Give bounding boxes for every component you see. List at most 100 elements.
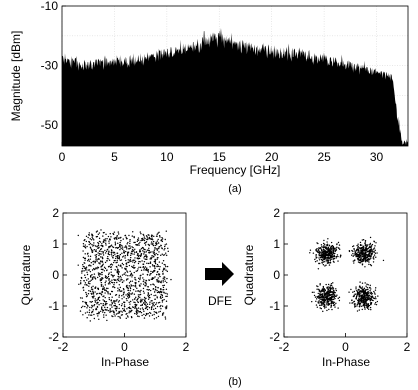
constellation-after-point — [330, 294, 332, 296]
constellation-after-point — [362, 260, 365, 262]
constellation-before-point — [109, 304, 111, 306]
constellation-after-point — [361, 308, 363, 311]
constellation-after-point — [376, 252, 378, 254]
constellation-after-point — [360, 305, 363, 307]
constellation-after-point — [322, 288, 325, 290]
constellation-before-point — [133, 267, 135, 269]
constellation-before-point — [130, 260, 132, 263]
constellation-before-point — [138, 315, 140, 318]
constellation-before-point — [157, 286, 159, 289]
constellation-before-point — [112, 257, 114, 259]
constellation-before-point — [148, 236, 151, 239]
constellation-before-point — [158, 274, 160, 276]
constellation-before-point — [88, 234, 90, 236]
constellation-after-point — [354, 251, 357, 253]
constellation-before-point — [139, 294, 141, 296]
constellation-after-point — [325, 298, 328, 300]
constellation-before-point — [110, 271, 112, 273]
constellation-before-point — [94, 245, 97, 247]
constellation-before-point — [148, 315, 151, 317]
constellation-before-point — [108, 251, 110, 253]
constellation-before-point — [101, 273, 103, 276]
constellation-before-point — [158, 268, 161, 270]
constellation-after-x-axis-label: In-Phase — [322, 355, 370, 369]
constellation-before-point — [123, 250, 125, 252]
constellation-before-point — [97, 244, 100, 247]
constellation-before-point — [142, 273, 144, 275]
constellation-before-point — [140, 304, 142, 307]
constellation-after-point — [323, 249, 325, 252]
constellation-before-point — [85, 302, 87, 305]
constellation-after-point — [320, 249, 323, 252]
constellation-after-point — [326, 262, 329, 264]
constellation-after-point — [370, 301, 372, 304]
constellation-after-point — [335, 289, 337, 292]
constellation-after-point — [362, 239, 365, 241]
constellation-before-point — [112, 254, 115, 257]
constellation-before-point — [120, 277, 122, 279]
constellation-before-point — [133, 264, 135, 267]
constellation-before-point — [160, 280, 163, 282]
constellation-before-point — [107, 309, 110, 312]
constellation-before-point — [110, 299, 113, 301]
constellation-before-point — [140, 283, 142, 285]
constellation-before-point — [97, 288, 100, 291]
constellation-after-point — [370, 291, 372, 294]
constellation-before-point — [89, 320, 91, 322]
constellation-before-point — [118, 271, 121, 273]
constellation-before-point — [166, 293, 169, 295]
constellation-before-point — [83, 280, 85, 282]
constellation-before-point — [139, 310, 142, 313]
constellation-before-point — [156, 258, 158, 261]
constellation-after-point — [333, 261, 335, 263]
constellation-before-point — [112, 246, 115, 249]
constellation-before-point — [165, 230, 167, 232]
constellation-before-point — [92, 237, 94, 240]
constellation-after-point — [359, 281, 361, 283]
constellation-after-point — [368, 253, 370, 255]
constellation-after-point — [360, 301, 363, 303]
constellation-before-point — [141, 237, 144, 240]
constellation-before-point — [130, 284, 132, 286]
constellation-before-point — [138, 280, 140, 283]
constellation-before-point — [131, 274, 133, 276]
constellation-after-point — [328, 256, 330, 258]
constellation-before-point — [164, 247, 166, 250]
constellation-after-point — [359, 304, 361, 306]
constellation-after-point — [364, 297, 367, 299]
constellation-after-point — [320, 307, 322, 310]
constellation-after-point — [368, 261, 370, 263]
constellation-before-point — [132, 261, 134, 263]
constellation-after-point — [358, 253, 360, 255]
constellation-after-point — [367, 244, 369, 246]
constellation-after-point — [318, 290, 321, 292]
constellation-after-point — [314, 296, 317, 298]
spectrum-y-tick-labels: -10-30-50 — [41, 0, 59, 132]
constellation-after-point — [373, 247, 376, 249]
constellation-after-point — [356, 305, 358, 307]
spectrum-fill — [62, 27, 408, 146]
constellation-before-point — [154, 307, 157, 310]
constellation-before-point — [154, 285, 157, 288]
constellation-after-point — [363, 295, 366, 297]
constellation-after-point — [330, 283, 333, 285]
constellation-before-point — [110, 266, 113, 268]
constellation-after-point — [309, 252, 311, 254]
constellation-before-point — [127, 289, 129, 292]
constellation-before-point — [158, 247, 160, 250]
constellation-before-point — [147, 286, 149, 288]
constellation-before-point — [124, 310, 126, 312]
constellation-after-point — [328, 264, 331, 266]
constellation-before-point — [110, 268, 112, 271]
constellation-after-point — [323, 307, 326, 309]
constellation-after-point — [355, 297, 357, 300]
constellation-before-point — [148, 306, 151, 309]
constellation-after-point — [336, 246, 338, 248]
constellation-before-point — [162, 279, 164, 282]
constellation-before-point — [102, 235, 104, 237]
constellation-before-ticks — [62, 212, 187, 338]
constellation-before-point — [94, 301, 97, 303]
constellation-before-point — [124, 234, 126, 237]
constellation-before-point — [89, 264, 91, 266]
constellation-before-point — [147, 289, 150, 291]
